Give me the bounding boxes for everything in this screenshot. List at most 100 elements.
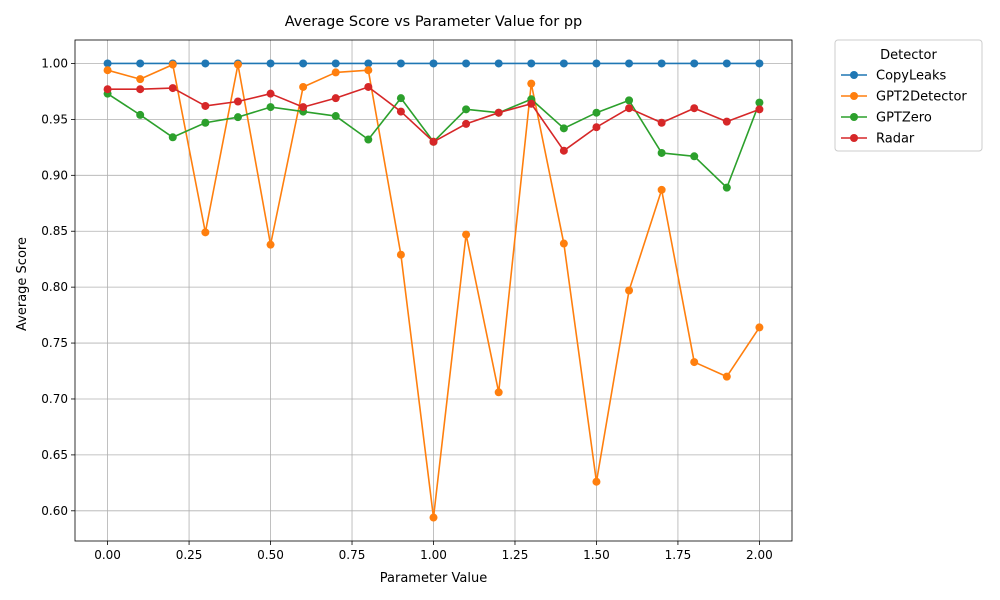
legend: Detector CopyLeaks GPT2Detector GPTZero Rad… xyxy=(834,39,983,152)
data-point-radar xyxy=(657,118,666,127)
data-point-gpt2detector xyxy=(755,323,764,332)
legend-item-copyleaks: CopyLeaks xyxy=(841,69,946,84)
data-point-radar xyxy=(201,101,210,110)
legend-marker-copyleaks xyxy=(850,71,858,79)
data-point-gpt2detector xyxy=(462,230,471,239)
data-point-gpt2detector xyxy=(722,372,731,381)
series-copyleaks xyxy=(103,59,764,68)
data-point-gptzero xyxy=(396,94,405,103)
data-point-copyleaks xyxy=(494,59,503,68)
legend-label-copyleaks: CopyLeaks xyxy=(876,69,946,84)
legend-marker-radar xyxy=(850,134,858,142)
data-point-gpt2detector xyxy=(103,66,112,75)
data-point-copyleaks xyxy=(657,59,666,68)
data-point-copyleaks xyxy=(396,59,405,68)
data-point-copyleaks xyxy=(266,59,275,68)
data-point-gpt2detector xyxy=(690,358,699,367)
y-tick-label: 1.00 xyxy=(41,56,68,70)
legend-item-gpt2detector: GPT2Detector xyxy=(841,90,967,105)
data-point-copyleaks xyxy=(462,59,471,68)
data-point-radar xyxy=(331,94,340,103)
data-point-gpt2detector xyxy=(299,82,308,91)
data-point-copyleaks xyxy=(136,59,145,68)
y-tick-label: 0.80 xyxy=(41,280,68,294)
y-tick-label: 0.95 xyxy=(41,112,68,126)
data-point-gpt2detector xyxy=(136,75,145,84)
data-point-copyleaks xyxy=(103,59,112,68)
legend-label-gptzero: GPTZero xyxy=(876,111,932,126)
y-tick-label: 0.90 xyxy=(41,168,68,182)
data-point-radar xyxy=(266,89,275,98)
legend-title: Detector xyxy=(880,48,937,63)
data-point-copyleaks xyxy=(201,59,210,68)
x-tick-label: 0.50 xyxy=(257,548,284,562)
chart-title: Average Score vs Parameter Value for pp xyxy=(285,14,583,30)
data-point-radar xyxy=(233,97,242,106)
data-point-radar xyxy=(527,99,536,108)
data-point-radar xyxy=(755,105,764,114)
data-point-gpt2detector xyxy=(201,228,210,237)
data-point-copyleaks xyxy=(592,59,601,68)
data-point-copyleaks xyxy=(690,59,699,68)
data-point-gpt2detector xyxy=(233,60,242,69)
legend-label-radar: Radar xyxy=(876,132,915,147)
x-tick-label: 2.00 xyxy=(746,548,773,562)
y-tick-label: 0.60 xyxy=(41,504,68,518)
data-point-copyleaks xyxy=(722,59,731,68)
data-point-gpt2detector xyxy=(429,513,438,522)
legend-marker-gptzero xyxy=(850,113,858,121)
data-point-gptzero xyxy=(657,148,666,157)
data-point-gpt2detector xyxy=(168,60,177,69)
x-tick-label: 1.75 xyxy=(665,548,692,562)
data-point-gpt2detector xyxy=(592,477,601,486)
data-point-copyleaks xyxy=(625,59,634,68)
x-tick-label: 1.25 xyxy=(502,548,529,562)
y-tick-label: 0.75 xyxy=(41,336,68,350)
x-tick-label: 0.25 xyxy=(176,548,203,562)
legend-item-radar: Radar xyxy=(841,132,915,147)
legend-marker-gpt2detector xyxy=(850,92,858,100)
data-point-gptzero xyxy=(233,113,242,122)
data-point-radar xyxy=(136,85,145,94)
y-tick-label: 0.65 xyxy=(41,448,68,462)
data-point-gpt2detector xyxy=(494,388,503,397)
data-point-radar xyxy=(462,119,471,128)
legend-box xyxy=(834,39,983,152)
x-tick-label: 1.00 xyxy=(420,548,447,562)
data-point-radar xyxy=(299,103,308,112)
x-axis-ticks: 0.00 0.25 0.50 0.75 1.00 1.25 1.50 1.75 2.00 xyxy=(94,541,773,562)
data-point-radar xyxy=(494,108,503,117)
data-point-gptzero xyxy=(690,152,699,161)
series-group xyxy=(103,59,764,522)
data-point-gpt2detector xyxy=(527,79,536,88)
data-point-radar xyxy=(396,107,405,116)
data-point-radar xyxy=(722,117,731,126)
y-axis-label: Average Score xyxy=(15,237,30,331)
series-gpt2detector xyxy=(103,60,764,522)
data-point-radar xyxy=(625,104,634,113)
data-point-radar xyxy=(168,84,177,93)
data-point-copyleaks xyxy=(429,59,438,68)
data-point-copyleaks xyxy=(299,59,308,68)
data-point-radar xyxy=(690,104,699,113)
data-point-copyleaks xyxy=(364,59,373,68)
legend-label-gpt2detector: GPT2Detector xyxy=(876,90,967,105)
data-point-gpt2detector xyxy=(364,66,373,75)
data-point-copyleaks xyxy=(527,59,536,68)
data-point-gptzero xyxy=(136,110,145,119)
legend-items: CopyLeaks GPT2Detector GPTZero Radar xyxy=(841,69,967,147)
data-point-radar xyxy=(429,137,438,146)
x-tick-label: 1.50 xyxy=(583,548,610,562)
data-point-gptzero xyxy=(625,96,634,105)
data-point-gpt2detector xyxy=(559,239,568,248)
data-point-radar xyxy=(364,82,373,91)
data-point-gpt2detector xyxy=(396,250,405,259)
y-tick-label: 0.85 xyxy=(41,224,68,238)
data-point-copyleaks xyxy=(559,59,568,68)
data-point-gptzero xyxy=(331,112,340,121)
data-point-radar xyxy=(559,146,568,155)
legend-item-gptzero: GPTZero xyxy=(841,111,932,126)
y-tick-label: 0.70 xyxy=(41,392,68,406)
y-axis-ticks: 0.60 0.65 0.70 0.75 0.80 0.85 0.90 0.95 1.00 xyxy=(41,56,75,518)
